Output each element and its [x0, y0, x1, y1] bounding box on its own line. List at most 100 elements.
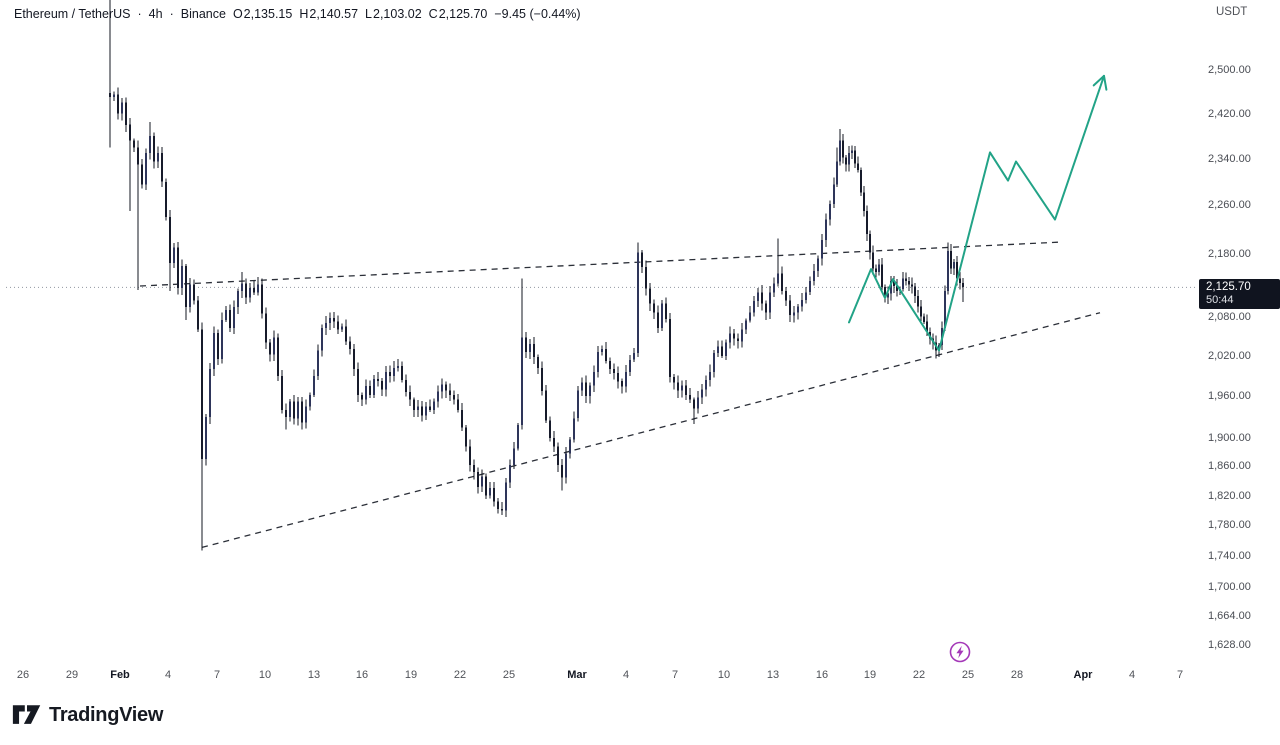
candle-body — [457, 399, 460, 410]
trendline-upper[interactable] — [139, 241, 1063, 287]
candle-body — [917, 296, 920, 307]
candle-body — [561, 465, 564, 478]
candle-body — [277, 337, 280, 376]
candle-body — [265, 313, 268, 343]
time-tick-label: Apr — [1073, 669, 1093, 681]
candle-body — [605, 349, 608, 362]
price-tick-label: 2,340.00 — [1208, 153, 1251, 165]
candle-body — [365, 386, 368, 400]
candle-body — [737, 338, 740, 342]
candle-body — [229, 310, 232, 329]
candle-body — [437, 391, 440, 402]
candle-body — [613, 369, 616, 374]
candle-body — [413, 399, 416, 410]
price-scale[interactable]: USDT 2,500.00 2,420.00 2,340.00 2,260.00 2,1… — [1198, 0, 1280, 662]
candle-body — [947, 251, 950, 291]
time-tick-label: 7 — [1176, 669, 1184, 681]
candle-body — [601, 349, 604, 352]
candle-body — [956, 262, 959, 279]
candle-body — [765, 303, 768, 313]
candle-body — [609, 361, 612, 370]
last-price-badge[interactable]: 2,125.70 50:44 — [1199, 279, 1280, 309]
candle-body — [397, 365, 400, 368]
candle-body — [757, 292, 760, 302]
price-tick-label: 1,900.00 — [1208, 432, 1251, 444]
candle-body — [261, 284, 264, 314]
candle-body — [153, 135, 156, 162]
candle-body — [685, 385, 688, 395]
candle-body — [866, 211, 869, 234]
candle-body — [713, 353, 716, 372]
candle-body — [589, 385, 592, 397]
candle-body — [653, 303, 656, 313]
interval-label[interactable]: 4h — [148, 7, 163, 21]
candle-body — [689, 394, 692, 400]
event-marker-circle[interactable] — [949, 641, 971, 663]
candle-body — [681, 385, 684, 391]
candle-body — [441, 384, 444, 392]
candle-body — [851, 150, 854, 153]
trendline-lower[interactable] — [201, 312, 1101, 549]
candle-body — [525, 337, 528, 352]
candle-body — [641, 252, 644, 268]
candle-body — [417, 406, 420, 410]
candle-body — [361, 394, 364, 400]
candle-body — [749, 312, 752, 321]
currency-label[interactable]: USDT — [1216, 6, 1248, 18]
candle-body — [860, 170, 863, 193]
candle-body — [809, 280, 812, 293]
low-value: 2,103.02 — [373, 7, 422, 21]
candle-body — [633, 353, 636, 360]
candle-body — [333, 317, 336, 322]
symbol-title[interactable]: Ethereum / TetherUS — [14, 7, 131, 21]
candle-body — [309, 394, 312, 407]
tradingview-logo[interactable]: TradingView — [12, 701, 163, 729]
candle-body — [133, 140, 136, 148]
time-tick-label: 7 — [213, 669, 221, 681]
candle-body — [177, 247, 180, 288]
time-scale[interactable]: 26 29 Feb 4 7 10 13 16 19 22 25 Mar 4 7 10 13 16 19 22 25 28… — [0, 662, 1280, 694]
candle-body — [201, 329, 204, 460]
candle-body — [789, 300, 792, 316]
candle-body — [157, 152, 160, 162]
candle-body — [821, 240, 824, 259]
candle-body — [205, 416, 208, 460]
projection-path[interactable] — [848, 74, 1105, 352]
time-tick-label: Mar — [567, 669, 587, 681]
price-tick-label: 2,080.00 — [1208, 311, 1251, 323]
candle-body — [325, 323, 328, 329]
time-tick-label: 4 — [164, 669, 172, 681]
price-tick-label: 1,700.00 — [1208, 581, 1251, 593]
candle-body — [449, 390, 452, 395]
candle-body — [845, 157, 848, 165]
candle-body — [313, 375, 316, 395]
candle-body — [537, 357, 540, 368]
time-tick-label: 28 — [1010, 669, 1024, 681]
candle-body — [149, 135, 152, 153]
candle-body — [281, 375, 284, 410]
candle-body — [661, 303, 664, 329]
candle-body — [473, 465, 476, 473]
candle-body — [911, 284, 914, 287]
candle-body — [393, 367, 396, 376]
candle-body — [113, 94, 116, 97]
bar-countdown: 50:44 — [1206, 294, 1234, 306]
candle-body — [649, 288, 652, 304]
candle-body — [797, 306, 800, 313]
candle-body — [549, 420, 552, 438]
exchange-label[interactable]: Binance — [180, 7, 226, 21]
candle-body — [221, 319, 224, 360]
candle-body — [741, 329, 744, 342]
candle-body — [453, 394, 456, 400]
time-tick-label: Feb — [110, 669, 130, 681]
candle-body — [465, 427, 468, 447]
candle-body — [721, 346, 724, 356]
candle-body — [781, 273, 784, 291]
candle-body — [833, 184, 836, 205]
price-tick-label: 1,960.00 — [1208, 390, 1251, 402]
candle-body — [801, 299, 804, 307]
candle-body — [890, 280, 893, 294]
candle-body — [169, 217, 172, 263]
